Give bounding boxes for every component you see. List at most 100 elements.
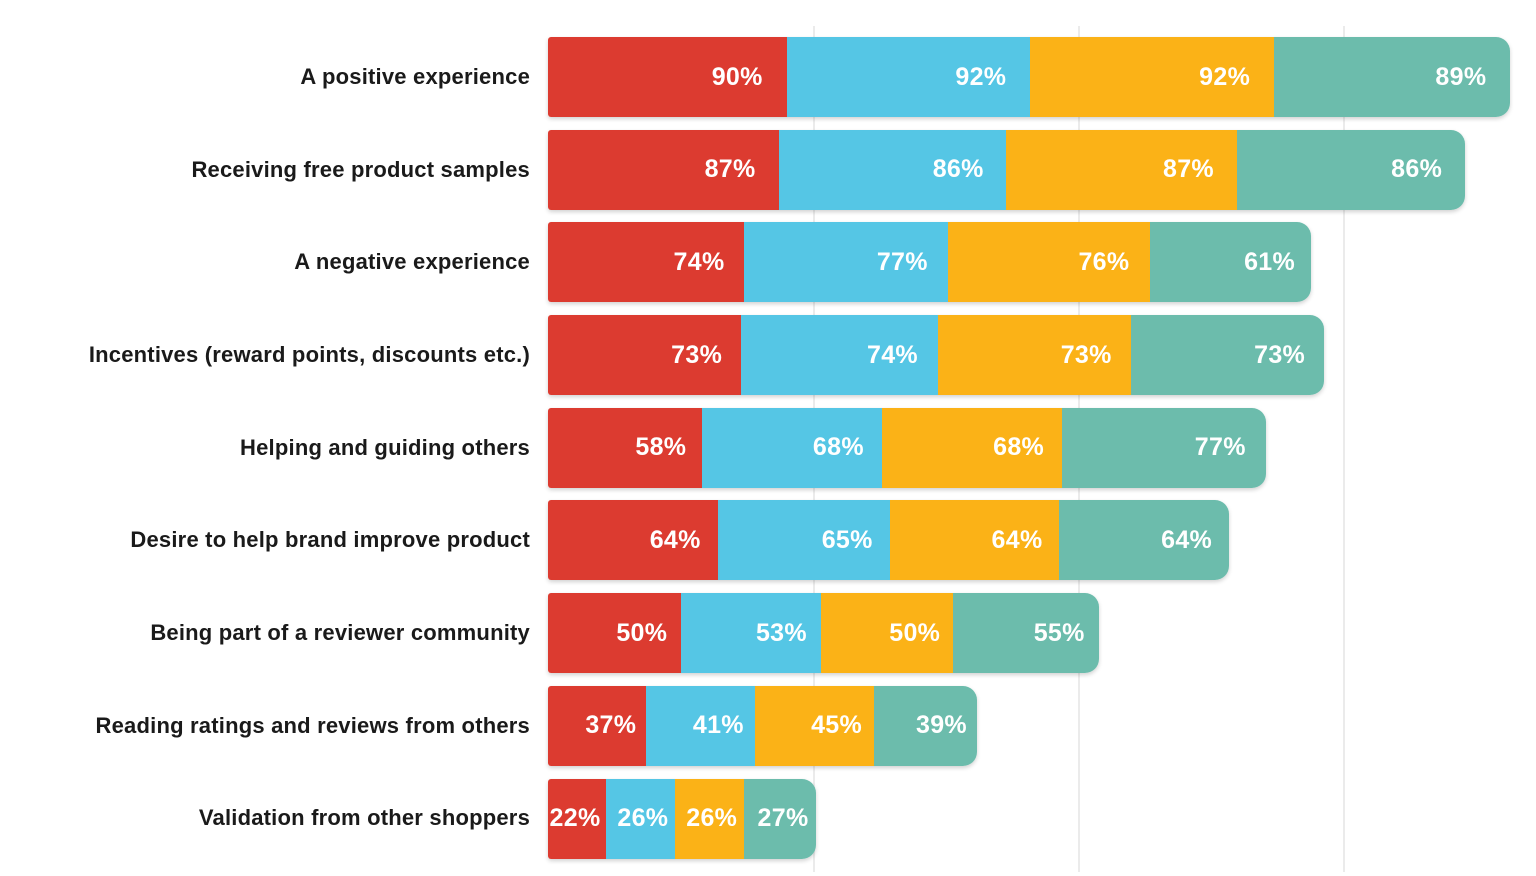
value-label: 73% (1254, 340, 1306, 369)
value-label: 41% (692, 711, 744, 740)
bar-stack: 74% 77% 76% 61% (548, 222, 1312, 303)
value-label: 77% (876, 247, 928, 276)
bar-segment-2-blue: 26% (606, 778, 676, 859)
value-label: 92% (955, 62, 1007, 91)
value-label: 58% (635, 433, 687, 462)
chart-row: Validation from other shoppers 22% 26% 26% 2… (0, 778, 1536, 859)
bar-stack: 87% 86% 87% 86% (548, 129, 1465, 210)
value-label: 76% (1078, 247, 1130, 276)
bar-segment-1-red: 74% (548, 222, 745, 303)
bar-stack: 58% 68% 68% 77% (548, 407, 1267, 488)
value-label: 61% (1244, 247, 1296, 276)
chart-row: Being part of a reviewer community 50% 53%… (0, 593, 1536, 674)
chart-row: Reading ratings and reviews from others 3… (0, 685, 1536, 766)
bar-segment-4-teal: 61% (1149, 222, 1312, 303)
value-label: 55% (1033, 618, 1085, 647)
chart-row: A positive experience 90% 92% 92% 89% (0, 37, 1536, 117)
value-label: 74% (673, 247, 725, 276)
value-label: 65% (821, 525, 873, 554)
bar-stack: 50% 53% 50% 55% (548, 593, 1100, 674)
value-label: 74% (866, 340, 918, 369)
category-label: Desire to help brand improve product (130, 527, 530, 553)
bar-segment-2-blue: 77% (744, 222, 949, 303)
bar-segment-3-yellow: 64% (889, 500, 1060, 581)
chart-row: A negative experience 74% 77% 76% 61% (0, 222, 1536, 303)
category-label: Incentives (reward points, discounts etc… (88, 341, 530, 367)
value-label: 64% (991, 525, 1043, 554)
value-label: 53% (755, 618, 807, 647)
value-label: 27% (757, 804, 809, 832)
value-label: 45% (811, 711, 863, 740)
bar-segment-1-red: 22% (548, 778, 607, 859)
value-label: 50% (616, 618, 668, 647)
category-label: Reading ratings and reviews from others (95, 712, 530, 738)
bar-segment-2-blue: 68% (701, 407, 882, 488)
gridline (1343, 26, 1345, 872)
bar-stack: 22% 26% 26% 27% (548, 778, 816, 859)
value-label: 86% (932, 155, 984, 184)
bar-segment-2-blue: 53% (680, 593, 821, 674)
bar-stack: 64% 65% 64% 64% (548, 500, 1230, 581)
bar-segment-4-teal: 39% (873, 685, 978, 766)
bar-segment-1-red: 90% (548, 37, 787, 117)
chart-row: Receiving free product samples 87% 86% 87% 8… (0, 129, 1536, 210)
value-label: 77% (1194, 433, 1246, 462)
bar-segment-4-teal: 73% (1130, 315, 1325, 396)
bar-segment-3-yellow: 68% (881, 407, 1063, 488)
chart-row: Incentives (reward points, discounts etc… (0, 315, 1536, 396)
bar-segment-4-teal: 64% (1059, 500, 1230, 581)
category-label: A negative experience (294, 249, 530, 275)
value-label: 90% (711, 62, 763, 91)
rows: A positive experience 90% 92% 92% 89% Receivi… (0, 37, 1536, 871)
bar-segment-3-yellow: 76% (948, 222, 1150, 303)
value-label: 64% (1161, 525, 1213, 554)
value-label: 68% (993, 433, 1045, 462)
value-label: 87% (1163, 155, 1214, 184)
bar-segment-1-red: 50% (548, 593, 681, 674)
value-label: 89% (1435, 62, 1487, 91)
bar-segment-1-red: 73% (548, 315, 742, 396)
value-label: 73% (671, 340, 723, 369)
bar-segment-1-red: 87% (548, 129, 779, 210)
bar-segment-3-yellow: 92% (1030, 37, 1275, 117)
bar-segment-1-red: 37% (548, 685, 647, 766)
chart-row: Helping and guiding others 58% 68% 68% 77% (0, 407, 1536, 488)
category-label: Receiving free product samples (191, 156, 530, 182)
bar-stack: 73% 74% 73% 73% (548, 315, 1325, 396)
bar-stack: 37% 41% 45% 39% (548, 685, 978, 766)
bar-stack: 90% 92% 92% 89% (548, 37, 1510, 117)
category-label: Validation from other shoppers (198, 805, 530, 831)
value-label: 26% (617, 804, 669, 832)
category-label: A positive experience (300, 63, 530, 89)
bar-segment-2-blue: 74% (741, 315, 938, 396)
value-label: 86% (1391, 155, 1443, 184)
bar-segment-4-teal: 55% (953, 593, 1100, 674)
bar-segment-1-red: 64% (548, 500, 718, 581)
value-label: 26% (686, 804, 738, 832)
value-label: 50% (889, 618, 941, 647)
value-label: 73% (1060, 340, 1112, 369)
bar-segment-2-blue: 65% (717, 500, 890, 581)
bar-segment-4-teal: 89% (1274, 37, 1510, 117)
value-label: 87% (704, 155, 756, 184)
value-label: 92% (1199, 62, 1251, 91)
value-label: 22% (549, 804, 601, 832)
bar-segment-4-teal: 27% (744, 778, 816, 859)
value-label: 64% (649, 525, 701, 554)
value-label: 39% (916, 711, 967, 740)
bar-segment-3-yellow: 73% (937, 315, 1131, 396)
bar-segment-4-teal: 86% (1236, 129, 1465, 210)
bar-segment-4-teal: 77% (1062, 407, 1267, 488)
bar-segment-2-blue: 92% (786, 37, 1031, 117)
bar-segment-2-blue: 41% (646, 685, 755, 766)
bar-segment-3-yellow: 26% (675, 778, 745, 859)
bar-segment-2-blue: 86% (778, 129, 1007, 210)
bar-segment-3-yellow: 50% (820, 593, 954, 674)
value-label: 68% (812, 433, 864, 462)
bar-segment-3-yellow: 87% (1006, 129, 1237, 210)
chart-row: Desire to help brand improve product 64% 6… (0, 500, 1536, 581)
category-label: Being part of a reviewer community (150, 620, 530, 646)
value-label: 37% (585, 711, 637, 740)
bar-segment-3-yellow: 45% (754, 685, 874, 766)
